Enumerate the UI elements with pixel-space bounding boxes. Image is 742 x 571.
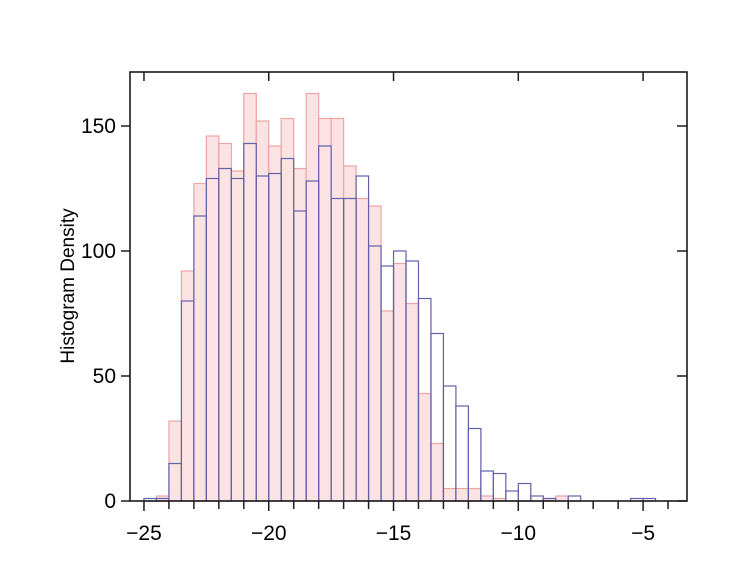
plot-frame bbox=[129, 71, 688, 502]
pink-filled-bar bbox=[218, 142, 232, 502]
pink-filled-bar bbox=[405, 302, 420, 502]
pink-filled-bar bbox=[380, 310, 395, 502]
y-axis-tick-labels: 0 50 100 150 bbox=[81, 115, 116, 513]
pink-filled-bar bbox=[367, 205, 382, 502]
y-tick-label: 0 bbox=[104, 490, 116, 513]
pink-filled-bar bbox=[168, 420, 183, 502]
pink-filled-bar bbox=[293, 167, 307, 502]
pink-filled-bar bbox=[330, 117, 345, 502]
pink-filled-bar bbox=[467, 487, 482, 502]
y-tick-label: 150 bbox=[81, 115, 116, 138]
pink-filled-bar bbox=[355, 197, 370, 502]
pink-histogram-series bbox=[155, 92, 569, 502]
blue-outline-bar bbox=[505, 490, 519, 502]
x-tick-label: −25 bbox=[126, 522, 162, 545]
x-tick-label: −15 bbox=[376, 522, 412, 545]
pink-filled-bar bbox=[180, 270, 195, 502]
y-tick-label: 50 bbox=[93, 365, 116, 388]
pink-filled-bar bbox=[193, 182, 207, 502]
x-tick-label: −10 bbox=[500, 522, 536, 545]
blue-outline-bar bbox=[455, 405, 469, 502]
pink-filled-bar bbox=[280, 117, 295, 502]
pink-filled-bar bbox=[417, 392, 432, 502]
pink-filled-bar bbox=[243, 92, 257, 502]
pink-filled-bar bbox=[230, 170, 245, 502]
blue-outline-bar bbox=[492, 472, 507, 502]
x-tick-label: −20 bbox=[251, 522, 287, 545]
pink-filled-bar bbox=[392, 262, 407, 502]
x-tick-label: −5 bbox=[631, 522, 655, 545]
y-axis-ticks bbox=[121, 125, 687, 502]
pink-filled-bar bbox=[442, 487, 457, 502]
pink-filled-bar bbox=[455, 487, 469, 502]
x-axis-tick-labels: −25 −20 −15 −10 −5 bbox=[126, 522, 655, 545]
pink-filled-bar bbox=[205, 135, 220, 502]
pink-filled-bar bbox=[305, 92, 320, 502]
pink-filled-bar bbox=[343, 165, 357, 502]
pink-filled-bar bbox=[318, 117, 332, 502]
axes-frame bbox=[129, 71, 688, 502]
pink-filled-bar bbox=[430, 442, 445, 502]
pink-filled-bar bbox=[255, 120, 270, 502]
blue-outline-bar bbox=[517, 482, 532, 502]
pink-filled-bar bbox=[268, 145, 282, 502]
x-axis-ticks bbox=[143, 72, 669, 511]
blue-outline-bar bbox=[442, 385, 457, 502]
y-tick-label: 100 bbox=[81, 240, 116, 263]
y-axis-label: Histogram Density bbox=[58, 208, 79, 364]
